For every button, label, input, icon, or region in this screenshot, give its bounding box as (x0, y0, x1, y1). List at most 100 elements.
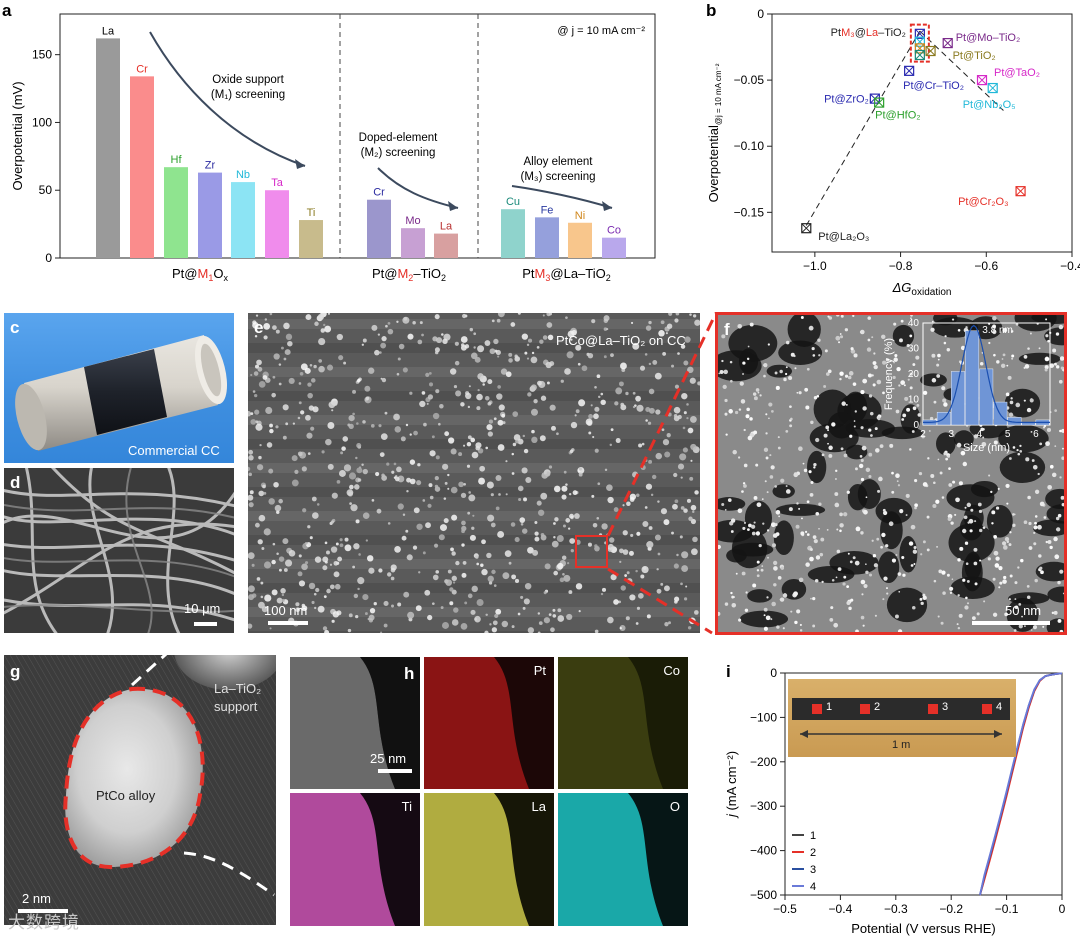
point-label-b: Pt@Nb₂O₅ (963, 99, 1016, 111)
x-tick-label-b: −0.6 (974, 259, 998, 273)
bar-la (96, 38, 120, 259)
x-tick-label-b: −1.0 (803, 259, 827, 273)
y-tick-label-b: −0.15 (734, 205, 765, 219)
inset-x-tick: 2 (920, 429, 926, 440)
point-label-b: Pt@TaO₂ (994, 67, 1040, 79)
bar-nb (231, 182, 255, 258)
inset-bar (965, 330, 980, 426)
panel-f-label: f (724, 320, 730, 339)
inset-fit-curve (923, 324, 1050, 423)
panel-h-eds: 25 nm Pt Co Ti La O h (290, 657, 688, 926)
bar-label-cr: Cr (373, 187, 385, 199)
electrode-marker-label-2: 2 (874, 701, 881, 713)
y-axis-label-a: Overpotential (mV) (10, 81, 25, 190)
eds-tile-o: O (558, 793, 688, 926)
screening-note-a: (M₂) screening (361, 147, 436, 159)
panel-e-sem: e PtCo@La–TiO₂ on CC 100 nm (248, 313, 700, 633)
panel-a-label: a (2, 1, 12, 20)
panel-b-label: b (706, 1, 717, 20)
watermark: 大数跨境 (8, 913, 80, 933)
panel-f-haadf: f 2 3 4 5 6 0 10 20 30 40 Size (nm) Frequency (%) 3.… (715, 312, 1067, 635)
y-tick-label-i: 0 (770, 666, 777, 680)
electrode-photo-inset: 1 2 3 4 1 m (788, 679, 1016, 757)
bar-label-ti: Ti (307, 207, 316, 219)
bar-label-mo: Mo (405, 215, 420, 227)
x-tick-label-i: −0.4 (829, 902, 853, 916)
data-point-cross-b (915, 50, 925, 60)
bar-cu (501, 209, 525, 258)
bar-cr (367, 199, 391, 258)
y-tick-label-a: 0 (45, 251, 52, 265)
inset-y-label: Frequency (%) (883, 338, 895, 410)
panel-e-scale-bar (268, 621, 308, 625)
x-tick-label-i: 0 (1059, 902, 1066, 916)
y-tick-label-i: −100 (750, 710, 777, 724)
bar-cr (130, 76, 154, 258)
x-tick-label-b: −0.4 (1060, 259, 1080, 273)
bar-label-ta: Ta (271, 177, 284, 189)
legend-label-4: 4 (810, 881, 816, 893)
panel-g-scale-bar (18, 909, 68, 913)
data-point-cross-b (874, 97, 884, 108)
volcano-left-line (805, 30, 921, 226)
panel-g-scale-text: 2 nm (22, 891, 51, 906)
bar-label-cr: Cr (136, 63, 148, 75)
data-point-b (987, 82, 998, 94)
panel-d-sem: d 10 μm (4, 468, 234, 633)
bar-chart-a: 0 50 100 150 Overpotential (mV) @ j = 10 mA c… (10, 13, 656, 283)
zoom-region-box (575, 535, 608, 568)
haadf-texture (718, 315, 1064, 632)
bar-zr (198, 172, 222, 258)
group-label-a: Pt@M1Ox (172, 266, 228, 283)
bar-co (602, 237, 626, 258)
inset-bar (951, 371, 965, 426)
panel-b: b −1.0 −0.8 −0.6 −0.4 0 −0.05 −0.10 −0.15 ΔGoxid… (700, 0, 1080, 300)
inset-y-tick: 10 (908, 395, 920, 406)
inset-y-tick: 20 (908, 369, 920, 380)
point-label-b: Pt@ZrO₂ (824, 94, 869, 106)
bar-label-co: Co (607, 225, 621, 237)
y-tick-label-a: 50 (39, 183, 53, 197)
cc-roll-illustration (15, 335, 228, 451)
bar-label-la: La (102, 25, 115, 37)
bar-label-hf: Hf (171, 154, 183, 166)
screening-arrowhead-a (295, 159, 305, 169)
bar-ta (265, 190, 289, 258)
data-point-b (914, 36, 925, 47)
panel-c-label: c (10, 318, 20, 337)
particle-label: PtCo alloy (96, 788, 156, 803)
electrode-marker-label-4: 4 (996, 701, 1003, 713)
electrode-marker-4 (982, 704, 992, 714)
panel-a: a 0 50 100 150 Overpotential (mV) @ j = 10 mA… (0, 0, 700, 300)
inset-x-label: Size (nm) (963, 442, 1010, 454)
screening-note-a: (M₁) screening (211, 89, 285, 101)
data-point-b (904, 65, 915, 76)
bar-label-zr: Zr (205, 160, 216, 172)
legend-label-1: 1 (810, 830, 816, 842)
data-point-cross-b (987, 83, 998, 93)
x-tick-label-i: −0.5 (773, 902, 797, 916)
length-label: 1 m (892, 739, 911, 751)
x-tick-label-i: −0.1 (995, 902, 1019, 916)
group-label-a: PtM3@La–TiO2 (522, 266, 611, 283)
eds-label-o: O (669, 799, 680, 814)
electrode-marker-1 (812, 704, 822, 714)
bar-label-cu: Cu (506, 196, 520, 208)
sem-particle-texture (248, 313, 700, 633)
legend-label-2: 2 (810, 847, 816, 859)
plot-frame-b (771, 13, 1073, 253)
data-point-b (914, 49, 925, 61)
point-label-b: Pt@TiO₂ (953, 50, 996, 62)
group-label-a: Pt@M2–TiO2 (372, 266, 446, 283)
screening-note-a: Alloy element (523, 156, 593, 168)
panel-d-label: d (10, 473, 21, 492)
best-catalyst-box (909, 23, 930, 63)
eds-label-co: Co (663, 663, 680, 678)
carbon-fibers-illustration (4, 468, 234, 633)
eds-tile-la: La (424, 793, 554, 926)
bar-mo (401, 228, 425, 258)
data-point-b (874, 97, 885, 108)
point-label-b: Pt@HfO₂ (875, 110, 920, 122)
eds-tile-haadf: 25 nm (290, 657, 420, 789)
inset-x-tick: 6 (1033, 429, 1039, 440)
